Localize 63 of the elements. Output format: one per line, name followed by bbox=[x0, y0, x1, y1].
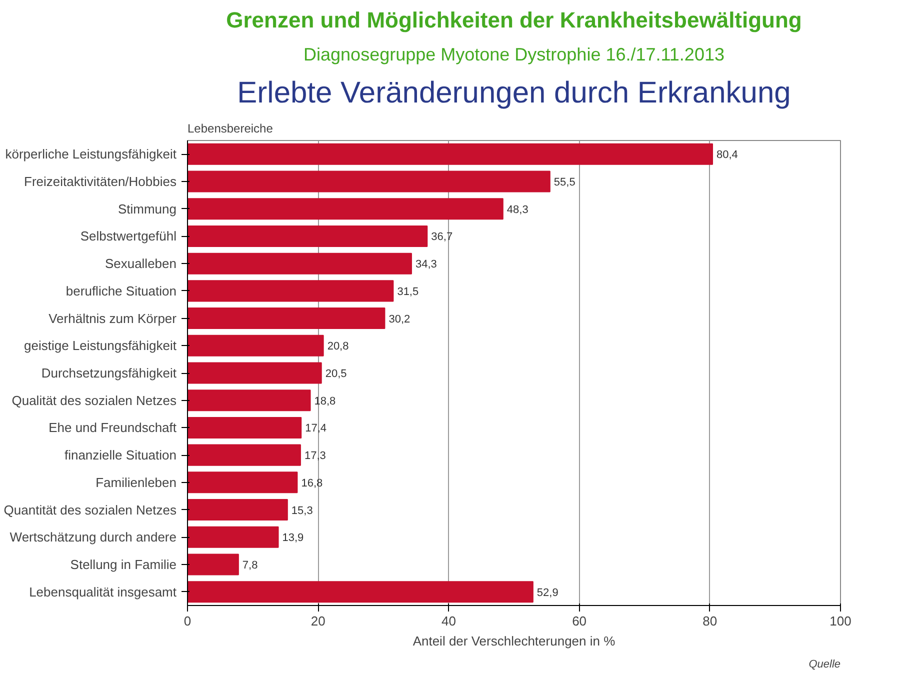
bar bbox=[188, 308, 386, 330]
y-tick-label: Stellung in Familie bbox=[70, 556, 177, 572]
y-axis-title: Lebensbereiche bbox=[188, 122, 274, 136]
data-label: 31,5 bbox=[397, 286, 419, 298]
bar bbox=[188, 390, 311, 412]
x-tick-label: 40 bbox=[441, 614, 456, 628]
x-tick-label: 100 bbox=[830, 614, 852, 628]
bar bbox=[188, 198, 504, 220]
chart-title: Grenzen und Möglichkeiten der Krankheitsbewältigung bbox=[226, 8, 802, 32]
text: Quelle bbox=[808, 658, 840, 670]
bar bbox=[188, 472, 298, 494]
data-label: 80,4 bbox=[716, 149, 738, 162]
bar bbox=[188, 280, 394, 302]
y-tick-label: Ehe und Freundschaft bbox=[48, 420, 177, 436]
y-tick-label: geistige Leistungsfähigkeit bbox=[24, 338, 177, 354]
data-label: 18,8 bbox=[314, 395, 336, 408]
x-tick-label: 20 bbox=[310, 614, 326, 628]
y-tick-label: körperliche Leistungsfähigkeit bbox=[5, 146, 177, 162]
y-tick-label: Durchsetzungsfähigkeit bbox=[41, 366, 177, 380]
bar bbox=[188, 225, 428, 247]
bar bbox=[188, 143, 714, 165]
y-tick-label: Lebensqualität insgesamt bbox=[29, 584, 177, 600]
y-tick-label: Verhältnis zum Körper bbox=[48, 310, 178, 326]
data-label: 55,5 bbox=[554, 176, 576, 189]
bar bbox=[188, 170, 550, 192]
bar bbox=[188, 526, 279, 548]
x-tick-label: 0 bbox=[184, 614, 192, 628]
data-label: 13,9 bbox=[282, 532, 304, 544]
y-tick-label: Quantität des sozialen Netzes bbox=[4, 502, 177, 518]
y-tick-label: Selbstwertgefühl bbox=[80, 228, 177, 244]
data-label: 34,3 bbox=[415, 258, 437, 271]
data-label: 15,3 bbox=[291, 504, 313, 517]
bar bbox=[188, 334, 324, 356]
bar bbox=[188, 554, 239, 576]
data-label: 17,4 bbox=[305, 422, 327, 435]
data-label: 52,9 bbox=[536, 586, 558, 599]
bar bbox=[188, 444, 301, 466]
data-label: 7,8 bbox=[242, 559, 258, 572]
data-label: 16,8 bbox=[301, 477, 323, 490]
data-label: 36,7 bbox=[431, 231, 453, 244]
data-label: 20,8 bbox=[327, 340, 349, 353]
data-label: 30,2 bbox=[388, 313, 410, 326]
y-tick-label: Freizeitaktivitäten/Hobbies bbox=[24, 174, 177, 190]
y-tick-label: finanzielle Situation bbox=[64, 448, 177, 463]
y-tick-label: Familienleben bbox=[96, 474, 177, 490]
y-tick-label: Qualität des sozialen Netzes bbox=[12, 392, 177, 408]
y-tick-label: berufliche Situation bbox=[66, 283, 177, 298]
bar bbox=[188, 416, 302, 438]
data-label: 48,3 bbox=[506, 204, 528, 216]
data-label: 20,5 bbox=[325, 368, 347, 380]
bar bbox=[188, 252, 412, 274]
y-tick-label: Stimmung bbox=[118, 201, 177, 216]
bar bbox=[188, 581, 534, 603]
x-tick-label: 80 bbox=[702, 614, 718, 628]
data-label: 17,3 bbox=[304, 450, 326, 462]
chart-subtitle: Diagnosegruppe Myotone Dystrophie 16./17.11.2013 bbox=[304, 44, 724, 64]
y-tick-label: Wertschätzung durch andere bbox=[10, 530, 177, 545]
x-tick-label: 60 bbox=[572, 614, 587, 628]
text: Erlebte Veränderungen durch Erkrankung bbox=[237, 76, 791, 110]
y-tick-label: Sexualleben bbox=[104, 256, 177, 272]
bar bbox=[188, 499, 288, 521]
bar bbox=[188, 362, 322, 384]
x-axis-title: Anteil der Verschlechterungen in % bbox=[412, 634, 616, 648]
